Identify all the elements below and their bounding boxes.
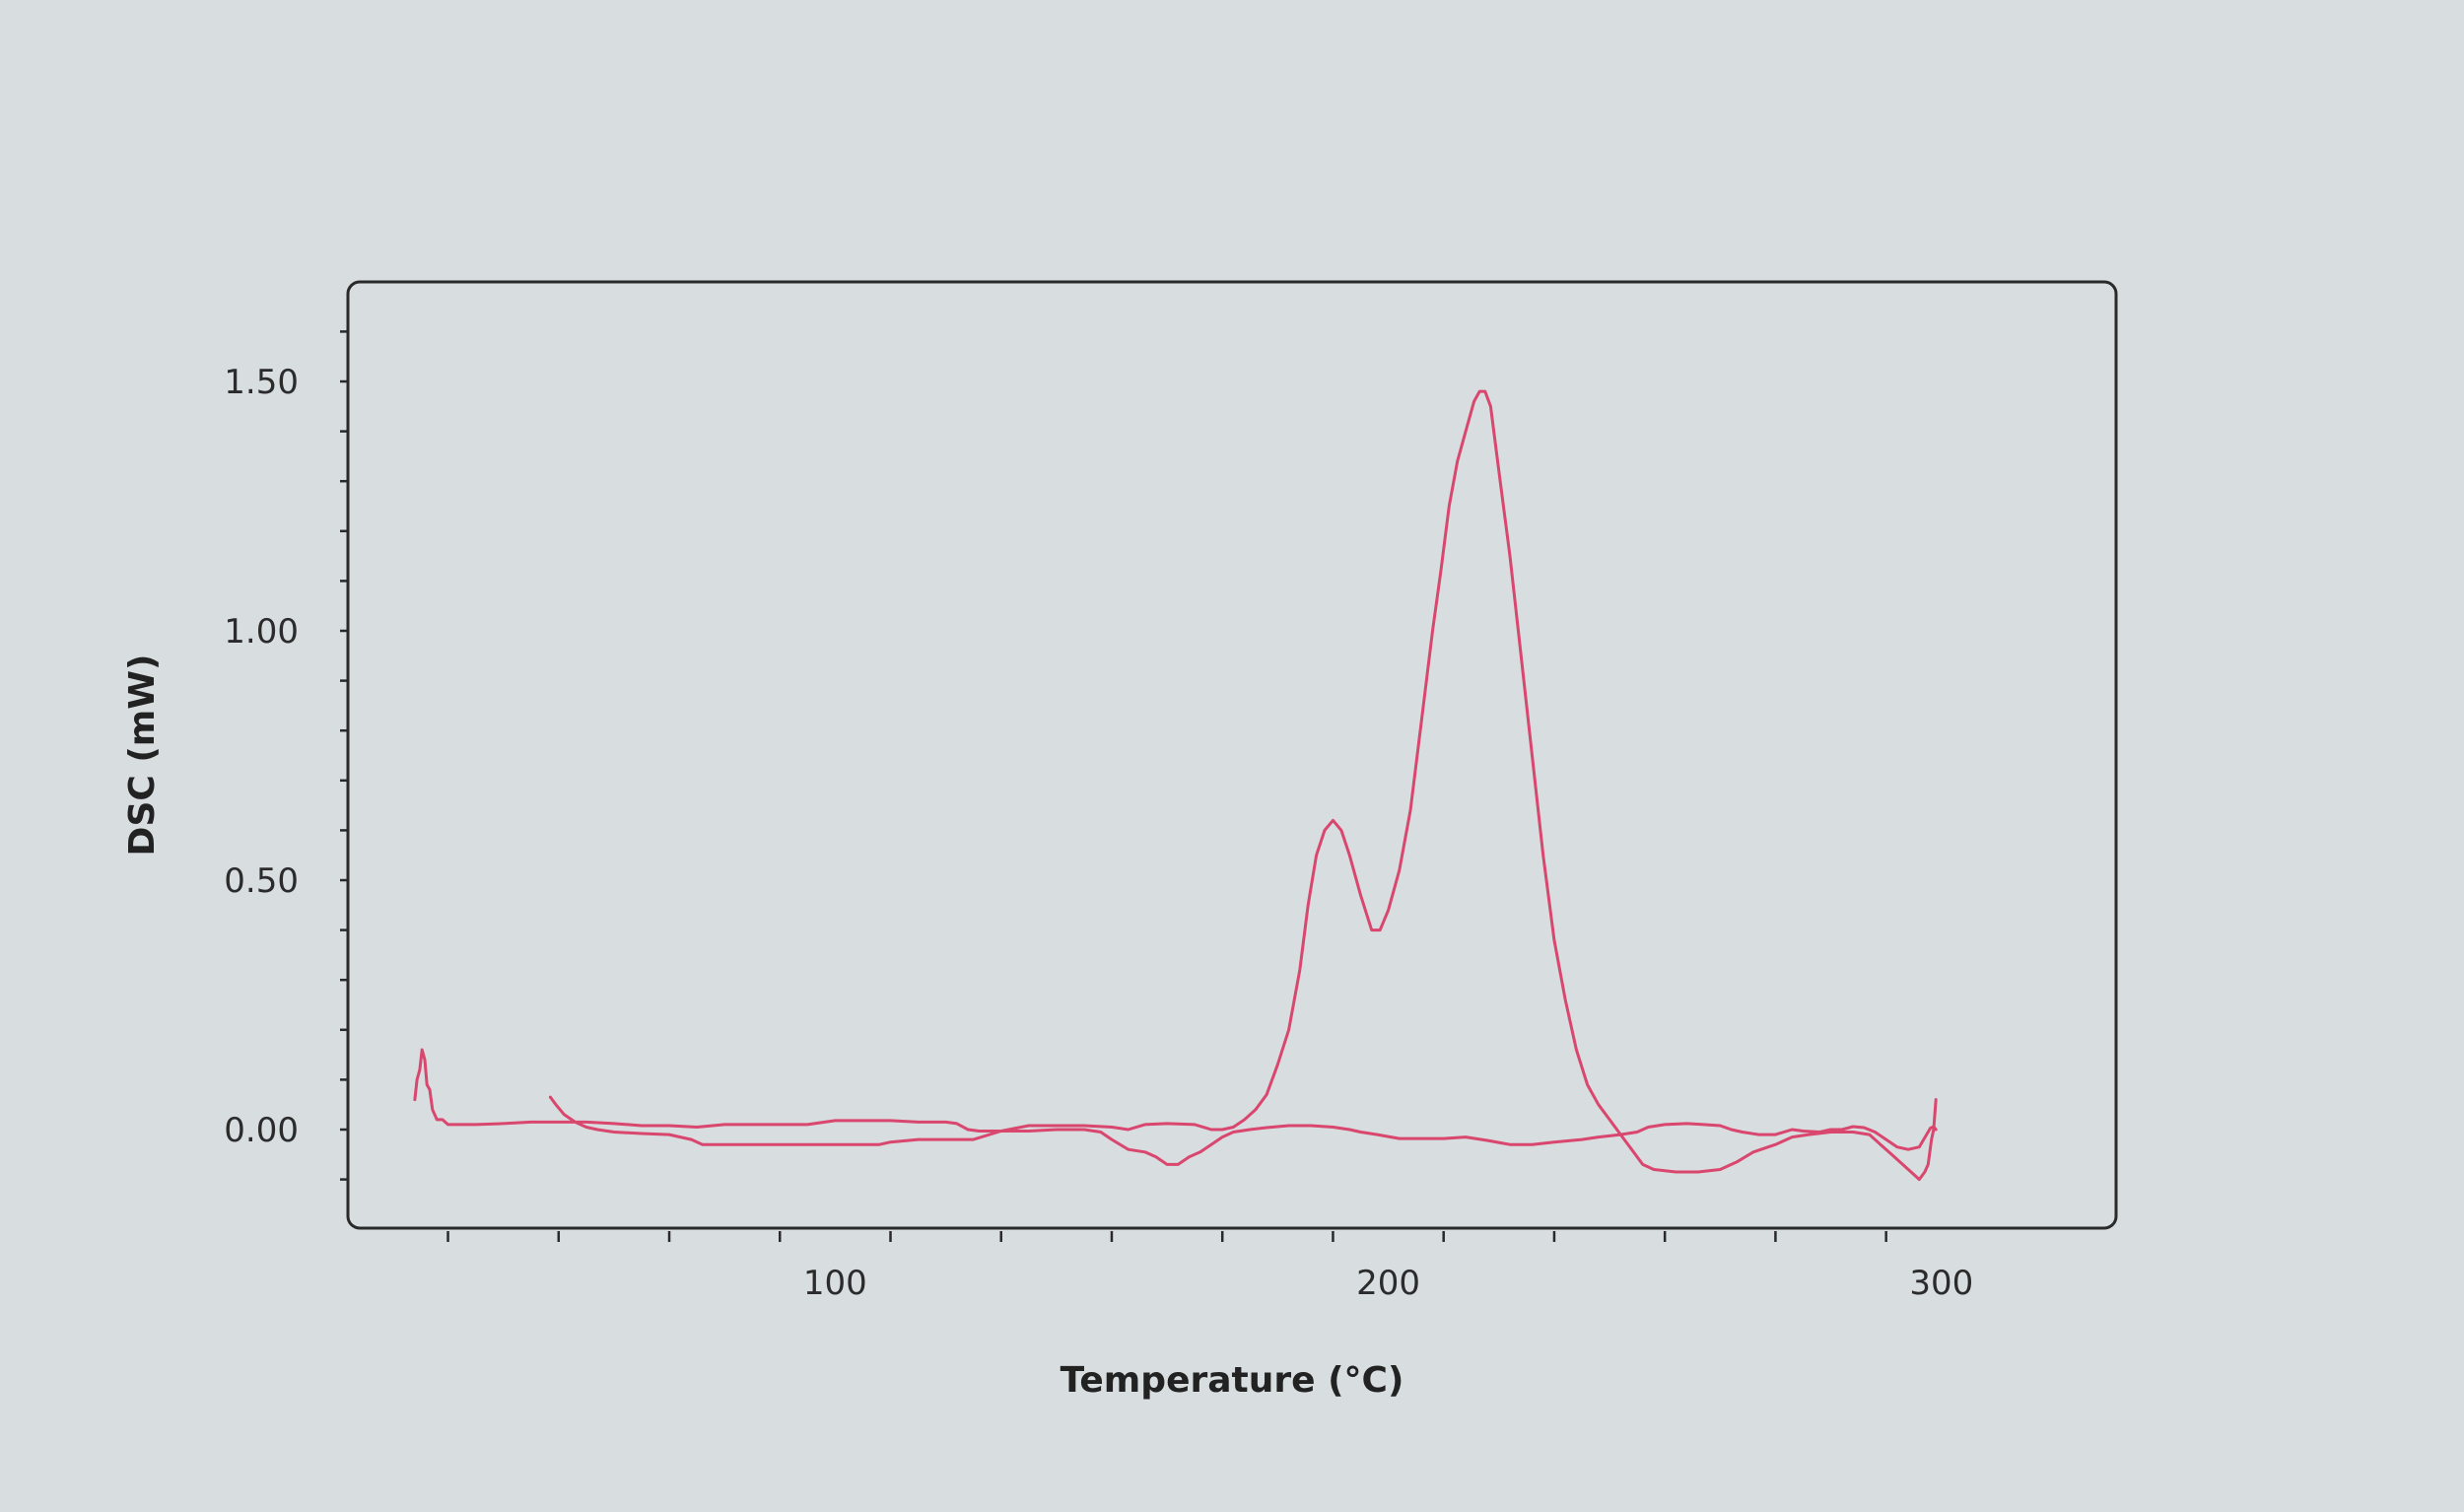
x-axis-title: Temperature (°C)	[1061, 1360, 1404, 1401]
series-line-1	[413, 389, 1938, 1182]
series-line-2	[548, 1095, 1938, 1166]
x-tick-label: 300	[1909, 1264, 1973, 1303]
x-axis: 100 200 300	[446, 1231, 1973, 1303]
y-tick-label: 0.00	[224, 1111, 299, 1150]
y-tick-label: 1.50	[224, 363, 299, 402]
y-axis-title: DSC (mW)	[122, 654, 163, 857]
y-tick-label: 1.00	[224, 612, 299, 652]
series-layer	[413, 389, 1938, 1182]
y-axis: 0.00 0.50 1.00 1.50	[224, 330, 348, 1181]
y-tick-label: 0.50	[224, 861, 299, 901]
plot-frame	[346, 280, 2118, 1230]
x-tick-label: 100	[803, 1264, 867, 1303]
x-tick-label: 200	[1356, 1264, 1420, 1303]
